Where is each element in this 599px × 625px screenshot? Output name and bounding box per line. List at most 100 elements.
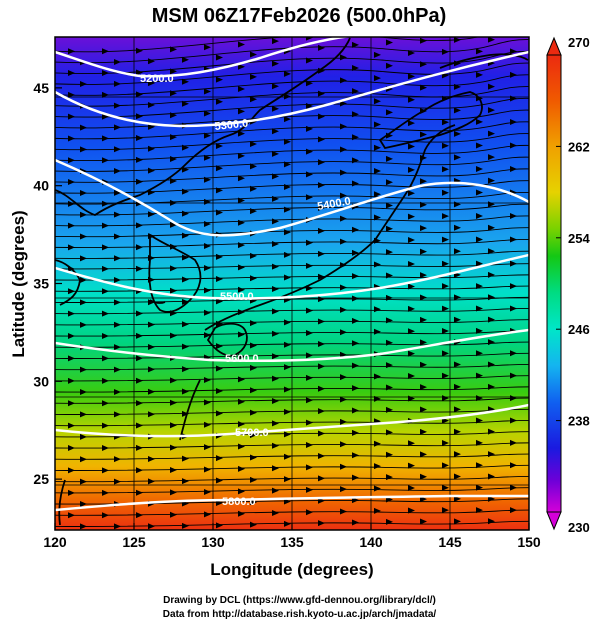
streamline-arrow (488, 130, 495, 137)
streamline-arrow (148, 411, 155, 418)
streamline-arrow (284, 386, 291, 393)
streamline-arrow (420, 225, 427, 232)
streamline-arrow (510, 507, 517, 514)
streamline-arrow (454, 83, 461, 90)
streamline-arrow (318, 159, 325, 166)
streamline-arrow (204, 243, 211, 250)
streamline-arrow (136, 69, 143, 76)
streamline-arrow (238, 488, 245, 495)
streamline-arrow (250, 521, 257, 528)
streamline-arrow (68, 91, 75, 98)
streamline-arrow (238, 443, 245, 450)
streamline-arrow (272, 465, 279, 472)
footer-credit-drawing: Drawing by DCL (https://www.gfd-dennou.o… (163, 595, 436, 606)
colorbar-tick-label: 246 (568, 322, 590, 337)
streamline-arrow (420, 428, 427, 435)
streamline-arrow (80, 389, 87, 396)
streamline-arrow (204, 110, 211, 117)
streamline-arrow (408, 462, 415, 469)
streamline-arrow (284, 251, 291, 258)
streamline-arrow (306, 57, 313, 64)
streamline-arrow (476, 260, 483, 267)
streamline-arrow (442, 462, 449, 469)
streamline-arrow (442, 283, 449, 290)
streamline (55, 215, 529, 227)
streamline-arrow (102, 135, 109, 142)
streamline-arrow (488, 361, 495, 368)
streamline-arrow (510, 439, 517, 446)
streamline-arrow (272, 330, 279, 337)
streamline-arrow (386, 179, 393, 186)
streamline-arrow (386, 429, 393, 436)
streamline-arrow (420, 361, 427, 368)
streamline-arrow (68, 467, 75, 474)
streamline-arrow (454, 473, 461, 480)
streamline-arrow (476, 25, 483, 31)
streamline (55, 453, 529, 460)
streamline-arrow (284, 520, 291, 527)
streamline-arrow (216, 76, 223, 83)
streamline-arrow (318, 475, 325, 482)
streamline-arrow (340, 508, 347, 515)
streamline-arrow (136, 444, 143, 451)
streamline-arrow (408, 190, 415, 197)
streamline-arrow (442, 48, 449, 55)
streamline-arrow (510, 395, 517, 402)
streamline-arrow (420, 178, 427, 185)
streamline-arrow (340, 441, 347, 448)
streamline-arrow (80, 501, 87, 508)
streamline-arrow (182, 166, 189, 173)
streamline-arrow (454, 495, 461, 502)
streamline-arrow (80, 456, 87, 463)
streamline-arrow (340, 77, 347, 84)
streamline-arrow (408, 143, 415, 150)
streamline-arrow (420, 37, 427, 44)
streamline-arrow (216, 275, 223, 282)
streamline-arrow (182, 78, 189, 85)
streamline-arrow (408, 49, 415, 56)
streamline-arrow (170, 489, 177, 496)
streamline-arrow (408, 305, 415, 312)
streamline-arrow (442, 189, 449, 196)
streamline-arrow (340, 123, 347, 130)
streamline-arrow (272, 263, 279, 270)
streamline-arrow (216, 455, 223, 462)
streamline-arrow (352, 407, 359, 414)
streamline-arrow (80, 255, 87, 262)
streamline-arrow (272, 308, 279, 315)
streamline-arrow (352, 295, 359, 302)
streamline-arrow (148, 456, 155, 463)
streamline-arrow (136, 355, 143, 362)
streamline-arrow (114, 321, 121, 328)
streamline-arrow (386, 474, 393, 481)
streamline-arrow (352, 157, 359, 164)
streamline-arrow (80, 366, 87, 373)
streamline-arrow (284, 138, 291, 145)
streamline-arrow (170, 399, 177, 406)
streamline-arrow (238, 197, 245, 204)
streamline-arrow (102, 377, 109, 384)
streamline-arrow (114, 478, 121, 485)
streamline-arrow (476, 305, 483, 312)
streamline-arrow (386, 155, 393, 162)
streamline-arrow (238, 353, 245, 360)
streamline-arrow (318, 250, 325, 257)
streamline-arrow (148, 211, 155, 218)
streamline-arrow (284, 161, 291, 168)
streamline-arrow (238, 219, 245, 226)
streamline-arrow (408, 440, 415, 447)
streamline-arrow (476, 142, 483, 149)
streamline-arrow (510, 165, 517, 172)
streamline-arrow (374, 507, 381, 514)
streamline-arrow (488, 248, 495, 255)
streamline-arrow (102, 200, 109, 207)
streamline-arrow (68, 333, 75, 340)
streamline-arrow (306, 307, 313, 314)
streamline-arrow (136, 332, 143, 339)
streamline-arrow (216, 499, 223, 506)
streamline-arrow (454, 154, 461, 161)
colorbar: 270 262 254 246 238 230 (546, 35, 590, 535)
streamline-arrow (272, 487, 279, 494)
streamline (55, 476, 529, 483)
streamline-arrow (136, 400, 143, 407)
